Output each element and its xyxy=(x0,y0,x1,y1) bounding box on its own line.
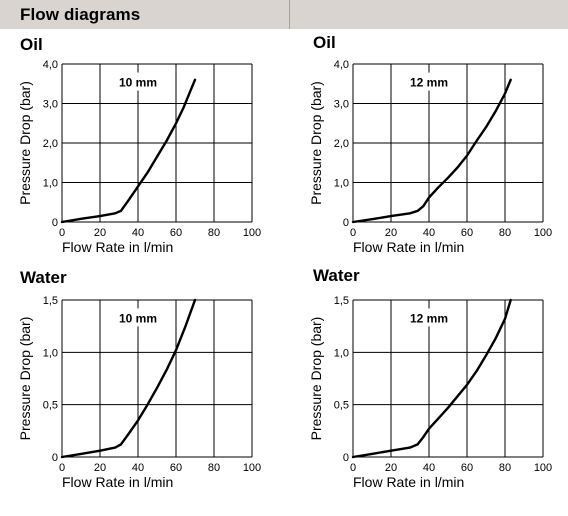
oil-10mm-y-tick-label: 2,0 xyxy=(43,138,58,150)
oil-10mm-x-tick-label: 80 xyxy=(208,227,220,239)
water-12mm-x-tick-label: 20 xyxy=(385,462,397,474)
page-title: Flow diagrams xyxy=(20,5,141,24)
water-12mm-x-axis-label: Flow Rate in l/min xyxy=(353,474,464,490)
oil-12mm-x-tick-label: 60 xyxy=(461,227,473,239)
oil-12mm-x-tick-label: 100 xyxy=(534,227,552,239)
oil-10mm-x-tick-label: 60 xyxy=(170,227,182,239)
water-12mm-x-tick-label: 80 xyxy=(499,462,511,474)
water-10mm-x-tick-label: 100 xyxy=(243,462,261,474)
water-10mm-x-axis-label: Flow Rate in l/min xyxy=(62,474,173,490)
water-12mm-y-tick-label: 0 xyxy=(343,452,349,464)
water-10mm-x-tick-label: 40 xyxy=(132,462,144,474)
water-10mm-x-tick-label: 0 xyxy=(59,462,65,474)
oil-10mm-annotation: 10 mm xyxy=(119,76,157,90)
oil-10mm-y-tick-label: 1,0 xyxy=(43,178,58,190)
water-10mm-x-tick-label: 80 xyxy=(208,462,220,474)
oil-12mm-x-tick-label: 20 xyxy=(385,227,397,239)
oil-10mm-series-line-0 xyxy=(60,78,197,224)
water-12mm-y-tick-label: 1,0 xyxy=(334,347,349,359)
oil-12mm-x-axis-label: Flow Rate in l/min xyxy=(353,239,464,255)
oil-10mm-y-tick-label: 0 xyxy=(52,217,58,229)
chart-title-oil-12: Oil xyxy=(313,33,336,52)
oil-10mm-annotation-bg xyxy=(112,72,164,91)
oil-12mm-y-tick-label: 0 xyxy=(343,217,349,229)
water-10mm-series-line-0 xyxy=(60,298,197,459)
oil-12mm-y-axis-label: Pressure Drop (bar) xyxy=(308,81,324,205)
oil-12mm-y-tick-label: 2,0 xyxy=(334,138,349,150)
oil-10mm-x-tick-label: 20 xyxy=(94,227,106,239)
water-10mm-y-tick-label: 0,5 xyxy=(43,400,58,412)
oil-10mm-y-tick-label: 4,0 xyxy=(43,59,58,71)
header-divider xyxy=(289,0,290,29)
chart-title-water-10: Water xyxy=(20,268,67,287)
oil-12mm-x-tick-label: 80 xyxy=(499,227,511,239)
water-12mm-x-tick-label: 100 xyxy=(534,462,552,474)
header-bar xyxy=(0,0,568,29)
oil-12mm-series-line-0 xyxy=(351,78,512,224)
oil-10mm-x-axis-label: Flow Rate in l/min xyxy=(62,239,173,255)
oil-12mm-y-tick-label: 1,0 xyxy=(334,178,349,190)
oil-12mm-y-tick-label: 3,0 xyxy=(334,99,349,111)
chart-title-water-12: Water xyxy=(313,266,360,285)
water-10mm-y-tick-label: 1,5 xyxy=(43,295,58,307)
water-12mm-x-tick-label: 60 xyxy=(461,462,473,474)
oil-12mm-y-tick-label: 4,0 xyxy=(334,59,349,71)
water-12mm-annotation: 12 mm xyxy=(410,311,448,325)
oil-12mm-annotation-bg xyxy=(403,72,455,91)
water-12mm-x-tick-label: 40 xyxy=(423,462,435,474)
water-12mm-series-line-0 xyxy=(351,298,512,459)
water-10mm-x-tick-label: 20 xyxy=(94,462,106,474)
oil-12mm-x-tick-label: 40 xyxy=(423,227,435,239)
water-12mm-x-tick-label: 0 xyxy=(350,462,356,474)
water-12mm-y-tick-label: 1,5 xyxy=(334,295,349,307)
oil-10mm-x-tick-label: 0 xyxy=(59,227,65,239)
oil-10mm-x-tick-label: 100 xyxy=(243,227,261,239)
water-10mm-annotation: 10 mm xyxy=(119,311,157,325)
water-12mm-y-axis-label: Pressure Drop (bar) xyxy=(308,317,324,441)
water-10mm-annotation-bg xyxy=(112,308,164,327)
oil-10mm-x-tick-label: 40 xyxy=(132,227,144,239)
oil-12mm-annotation: 12 mm xyxy=(410,76,448,90)
water-10mm-y-axis-label: Pressure Drop (bar) xyxy=(17,317,33,441)
water-12mm-y-tick-label: 0,5 xyxy=(334,400,349,412)
oil-10mm-y-tick-label: 3,0 xyxy=(43,99,58,111)
chart-title-oil-10: Oil xyxy=(20,35,43,54)
water-10mm-y-tick-label: 1,0 xyxy=(43,347,58,359)
oil-10mm-y-axis-label: Pressure Drop (bar) xyxy=(17,81,33,205)
oil-12mm-x-tick-label: 0 xyxy=(350,227,356,239)
water-10mm-y-tick-label: 0 xyxy=(52,452,58,464)
water-12mm-annotation-bg xyxy=(403,308,455,327)
water-10mm-x-tick-label: 60 xyxy=(170,462,182,474)
